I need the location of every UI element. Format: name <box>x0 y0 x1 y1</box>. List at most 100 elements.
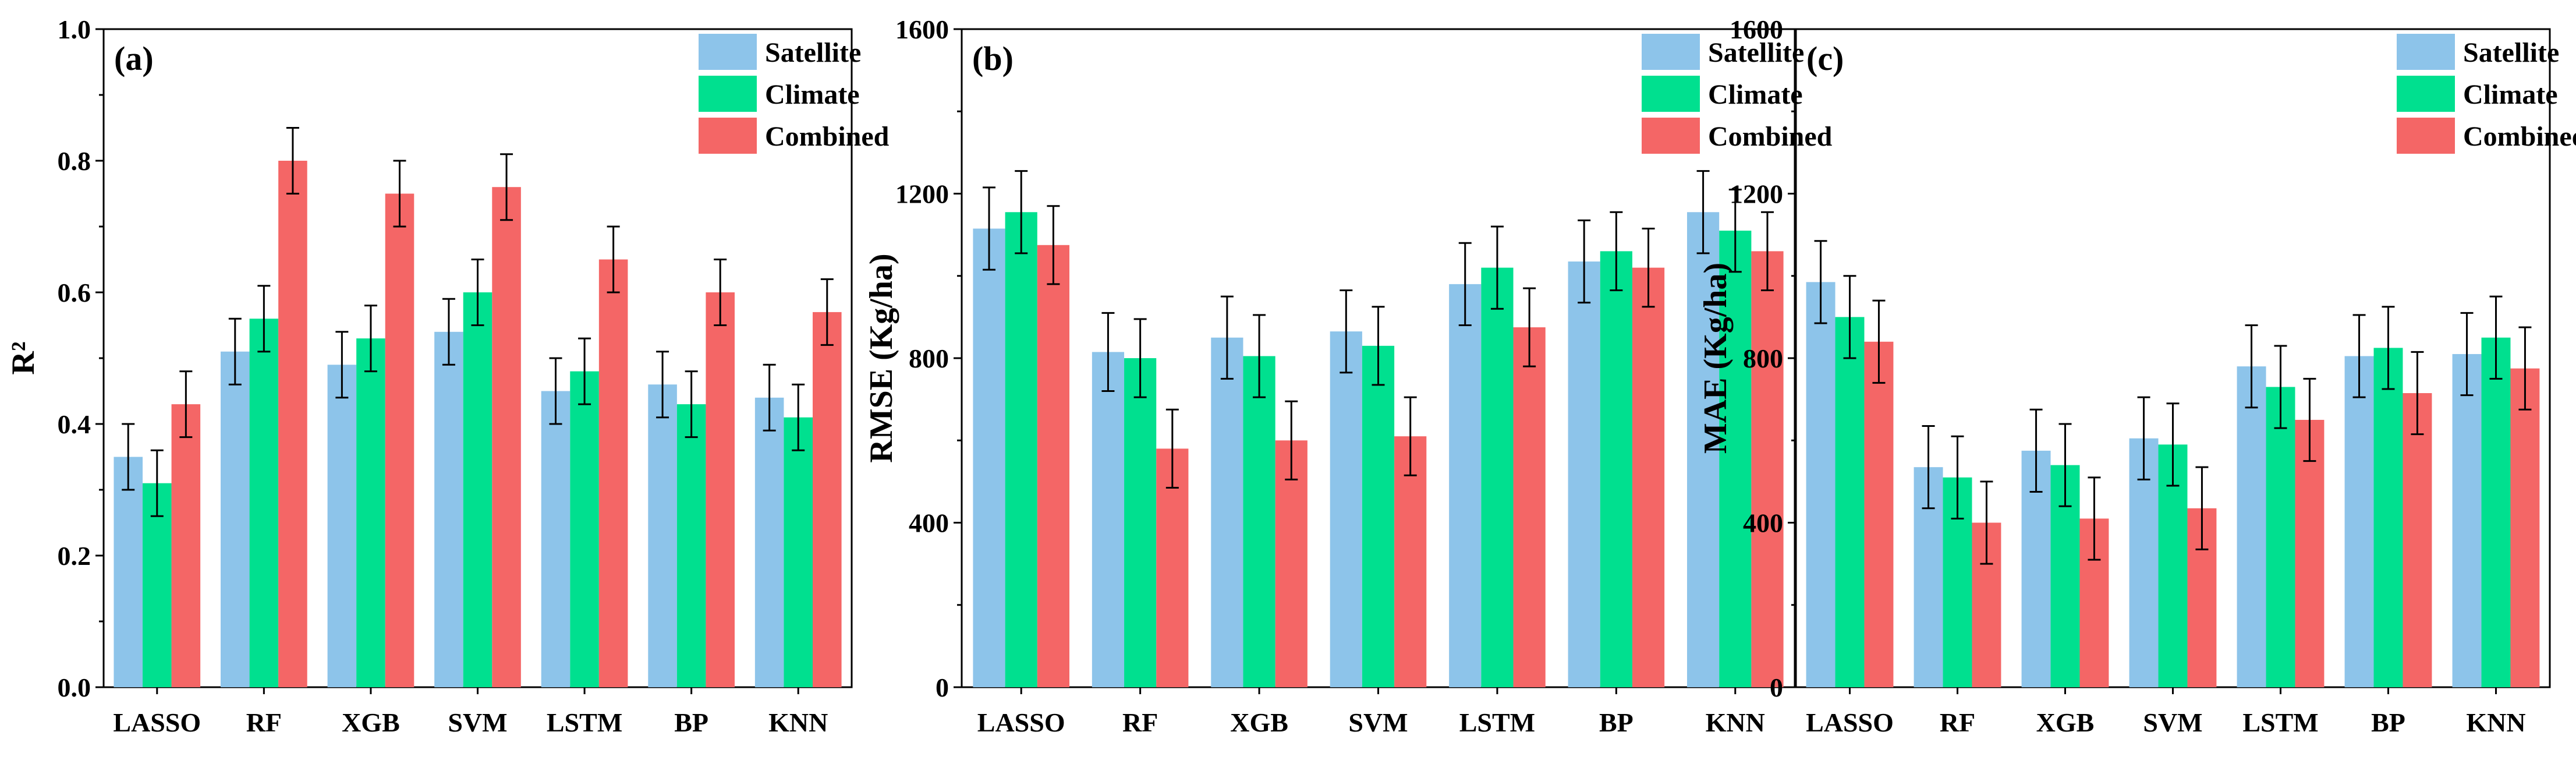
y-axis-title: RMSE (Kg/ha) <box>863 253 899 462</box>
y-tick-label: 800 <box>909 344 949 373</box>
y-tick-label: 1200 <box>895 179 949 209</box>
bar-climate-rf <box>1124 358 1157 687</box>
bar-climate-lasso <box>143 483 172 687</box>
bar-combined-knn <box>2510 368 2540 687</box>
bar-satellite-bp <box>2344 356 2374 687</box>
legend-swatch-climate <box>2397 76 2455 112</box>
bar-combined-svm <box>1394 436 1427 687</box>
bar-climate-lasso <box>1835 317 1865 687</box>
bar-combined-svm <box>492 187 521 687</box>
bar-climate-lasso <box>1005 212 1037 687</box>
y-tick-label: 400 <box>909 508 949 538</box>
y-axis-title: R² <box>5 341 41 374</box>
bar-climate-lstm <box>570 371 599 687</box>
y-axis-title: MAE (Kg/ha) <box>1698 263 1734 454</box>
bar-satellite-lstm <box>541 391 571 687</box>
y-tick-label: 0.8 <box>58 146 91 176</box>
x-tick-label: XGB <box>2036 708 2095 737</box>
y-tick-label: 800 <box>1743 344 1783 373</box>
chart-panel-3: 0 400 800 1200 1600 MAE (Kg/ha) LASSO RF XGB SVM L… <box>1698 15 2576 737</box>
legend-label-combined: Combined <box>1708 121 1833 152</box>
bar-combined-knn <box>812 312 842 687</box>
bar-combined-xgb <box>385 193 414 687</box>
bar-combined-lstm <box>1513 327 1546 687</box>
x-tick-label: BP <box>1599 708 1634 737</box>
x-tick-label: KNN <box>2466 708 2525 737</box>
y-tick-label: 0.0 <box>58 673 91 702</box>
bar-satellite-lasso <box>973 228 1005 687</box>
legend-label-climate: Climate <box>2463 79 2558 110</box>
y-tick-label: 0.4 <box>58 409 91 439</box>
bar-climate-xgb <box>1243 356 1275 687</box>
bar-satellite-knn <box>2452 354 2482 687</box>
legend-swatch-satellite <box>2397 34 2455 70</box>
bar-climate-svm <box>463 292 492 687</box>
x-tick-label: LASSO <box>1806 708 1894 737</box>
y-tick-label: 1.0 <box>58 15 91 44</box>
bar-satellite-svm <box>434 331 463 687</box>
bar-satellite-knn <box>1686 212 1720 687</box>
x-tick-label: SVM <box>1348 708 1408 737</box>
legend-swatch-climate <box>1642 76 1700 112</box>
bar-climate-xgb <box>356 338 385 687</box>
bar-climate-lstm <box>1481 267 1514 687</box>
y-tick-label: 0.6 <box>58 278 91 307</box>
bar-satellite-xgb <box>1211 337 1243 687</box>
x-tick-label: KNN <box>768 708 828 737</box>
bar-combined-bp <box>2403 393 2432 687</box>
bar-climate-knn <box>1719 231 1752 687</box>
x-tick-label: SVM <box>2143 708 2202 737</box>
panel-label: (b) <box>972 40 1014 77</box>
legend-label-satellite: Satellite <box>1708 37 1804 68</box>
panel-label: (c) <box>1806 40 1844 77</box>
bar-climate-knn <box>2481 337 2511 687</box>
legend-label-climate: Climate <box>765 79 860 110</box>
x-tick-label: LSTM <box>547 708 622 737</box>
legend-label-climate: Climate <box>1708 79 1803 110</box>
bar-combined-lasso <box>1037 245 1070 687</box>
legend-label-satellite: Satellite <box>2463 37 2559 68</box>
legend-label-combined: Combined <box>765 121 890 152</box>
x-tick-label: XGB <box>342 708 400 737</box>
bar-satellite-lasso <box>1806 282 1836 687</box>
bar-climate-svm <box>1362 345 1395 687</box>
bar-satellite-knn <box>754 397 784 687</box>
bar-combined-bp <box>1632 267 1665 687</box>
x-tick-label: KNN <box>1706 708 1765 737</box>
x-tick-label: RF <box>1122 708 1158 737</box>
bar-combined-lstm <box>598 259 628 687</box>
legend-swatch-climate <box>699 76 757 112</box>
bar-combined-lstm <box>2295 419 2325 687</box>
legend-swatch-satellite <box>1642 34 1700 70</box>
bar-combined-lasso <box>171 404 201 687</box>
bar-satellite-svm <box>1330 331 1362 687</box>
legend-label-satellite: Satellite <box>765 37 861 68</box>
bar-combined-rf <box>278 161 307 687</box>
bar-satellite-bp <box>648 384 677 687</box>
y-tick-label: 1200 <box>1730 179 1783 209</box>
legend-swatch-combined <box>699 118 757 154</box>
legend-label-combined: Combined <box>2463 121 2576 152</box>
y-tick-label: 1600 <box>1730 15 1783 44</box>
chart-panel-1: 0.0 0.2 0.4 0.6 0.8 1.0 R² LASSO RF XGB SVM LSTM BP K… <box>5 15 890 737</box>
bar-satellite-xgb <box>327 365 357 687</box>
bar-combined-knn <box>1751 251 1784 687</box>
bar-combined-xgb <box>1275 440 1308 687</box>
panel-label: (a) <box>114 40 154 77</box>
x-tick-label: BP <box>674 708 708 737</box>
bar-satellite-bp <box>1568 261 1600 687</box>
legend-swatch-combined <box>1642 118 1700 154</box>
bar-satellite-lstm <box>1449 284 1482 687</box>
bar-climate-lstm <box>2266 387 2295 687</box>
bar-climate-rf <box>249 319 279 687</box>
legend-swatch-satellite <box>699 34 757 70</box>
chart-panel-2: 0 400 800 1200 1600 RMSE (Kg/ha) LASSO RF XGB SVM… <box>863 15 1833 737</box>
x-tick-label: SVM <box>448 708 507 737</box>
y-tick-label: 0 <box>1770 673 1783 702</box>
bar-combined-lasso <box>1864 341 1894 687</box>
x-tick-label: LSTM <box>1459 708 1535 737</box>
bar-satellite-rf <box>221 351 250 687</box>
x-tick-label: XGB <box>1230 708 1288 737</box>
bar-climate-bp <box>1600 251 1632 687</box>
